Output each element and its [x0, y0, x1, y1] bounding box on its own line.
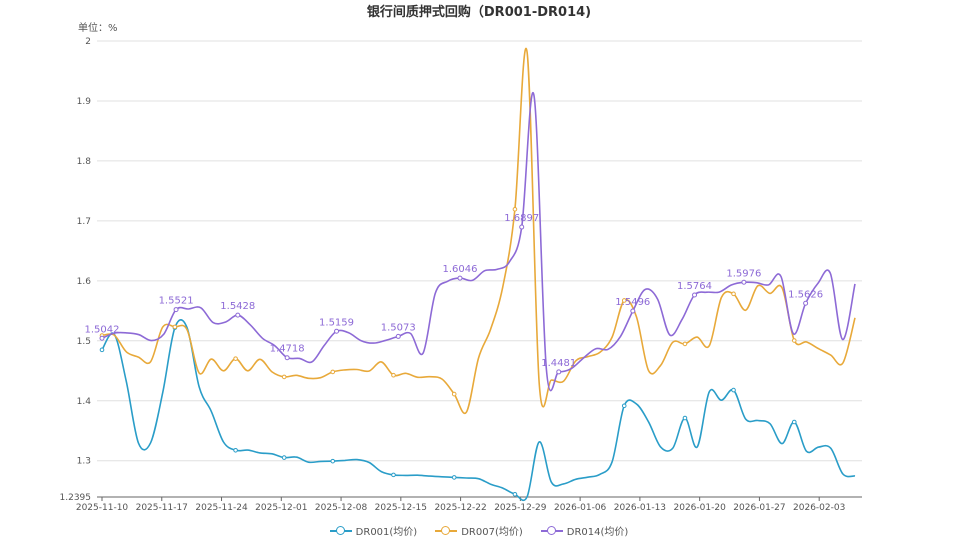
data-point — [233, 356, 238, 361]
legend-label: DR001(均价) — [355, 527, 418, 538]
x-tick-label: 2025-12-15 — [375, 503, 427, 513]
data-point — [731, 291, 736, 297]
data-point — [330, 458, 336, 464]
data-label: 1.5626 — [788, 289, 823, 300]
x-tick-label: 2026-01-13 — [614, 503, 666, 513]
data-point — [731, 387, 736, 393]
x-tick-label: 2026-02-03 — [793, 503, 845, 513]
data-point — [741, 279, 747, 285]
data-label: 1.5521 — [159, 296, 194, 307]
series-line-3 — [101, 91, 856, 392]
data-point — [395, 333, 401, 339]
series-line-1 — [101, 319, 856, 502]
y-tick-label: 1.2395 — [60, 493, 92, 503]
x-tick-label: 2026-01-20 — [674, 503, 727, 513]
legend-label: DR014(均价) — [566, 527, 629, 538]
data-point — [284, 355, 290, 361]
data-point — [334, 328, 340, 334]
data-point — [330, 369, 336, 375]
data-point — [630, 308, 636, 314]
y-tick-label: 1.6 — [77, 277, 92, 287]
data-point — [281, 455, 287, 460]
x-tick-label: 2025-11-24 — [195, 503, 248, 513]
y-tick-label: 1.8 — [77, 157, 92, 167]
y-tick-label: 2 — [85, 37, 91, 47]
y-tick-label: 1.5 — [77, 337, 91, 347]
data-point — [457, 275, 463, 281]
unit-label: 单位：% — [78, 23, 118, 34]
y-tick-label: 1.9 — [77, 97, 92, 107]
data-point — [512, 491, 518, 497]
data-point — [556, 369, 562, 375]
chart-title: 银行间质押式回购（DR001-DR014) — [366, 5, 592, 20]
data-point — [451, 475, 457, 480]
data-label: 1.5073 — [381, 322, 416, 333]
legend-item-1[interactable]: DR001(均价) — [329, 523, 418, 538]
x-tick-label: 2025-12-08 — [315, 503, 368, 513]
data-label: 1.5042 — [85, 324, 120, 335]
legend: DR001(均价) DR007(均价) DR014(均价) — [0, 523, 958, 538]
data-point — [233, 447, 238, 453]
data-point — [281, 374, 287, 380]
data-point — [173, 307, 179, 313]
x-tick-label: 2025-11-10 — [76, 503, 129, 513]
data-label: 1.5764 — [677, 281, 712, 292]
data-point — [682, 341, 688, 347]
data-label: 1.6897 — [504, 213, 539, 224]
data-point — [621, 298, 627, 303]
x-tick-label: 2025-12-29 — [494, 503, 547, 513]
data-label: 1.6046 — [442, 264, 477, 275]
y-tick-label: 1.3 — [77, 457, 91, 467]
data-point — [99, 347, 105, 353]
data-point — [512, 206, 518, 212]
x-tick-label: 2026-01-27 — [733, 503, 785, 513]
data-point — [803, 300, 809, 306]
data-point — [692, 292, 698, 298]
data-label: 1.5976 — [726, 268, 761, 279]
data-point — [172, 324, 178, 330]
data-point — [621, 403, 627, 409]
data-label: 1.5159 — [319, 317, 354, 328]
data-label: 1.4481 — [541, 358, 576, 369]
legend-marker-icon — [329, 525, 352, 536]
legend-marker-icon — [540, 525, 563, 536]
data-point — [99, 335, 105, 341]
data-point — [235, 312, 241, 318]
series-line-2 — [101, 47, 856, 415]
data-point — [391, 472, 396, 478]
legend-item-3[interactable]: DR014(均价) — [540, 523, 629, 538]
data-label: 1.5428 — [220, 301, 255, 312]
data-point — [682, 415, 688, 421]
data-point — [791, 338, 797, 343]
data-point — [391, 372, 396, 378]
x-tick-label: 2025-11-17 — [136, 503, 188, 513]
data-point — [519, 224, 525, 230]
legend-item-2[interactable]: DR007(均价) — [435, 523, 523, 538]
x-tick-label: 2025-12-22 — [434, 503, 486, 513]
data-point — [791, 419, 797, 425]
legend-marker-icon — [435, 525, 458, 536]
legend-label: DR007(均价) — [461, 527, 523, 538]
data-label: 1.5496 — [615, 297, 650, 308]
x-tick-label: 2026-01-06 — [554, 503, 607, 513]
x-tick-label: 2025-12-01 — [255, 503, 307, 513]
y-tick-label: 1.4 — [77, 397, 92, 407]
data-point — [451, 391, 457, 397]
data-label: 1.4718 — [270, 344, 305, 355]
y-tick-label: 1.7 — [77, 217, 91, 227]
